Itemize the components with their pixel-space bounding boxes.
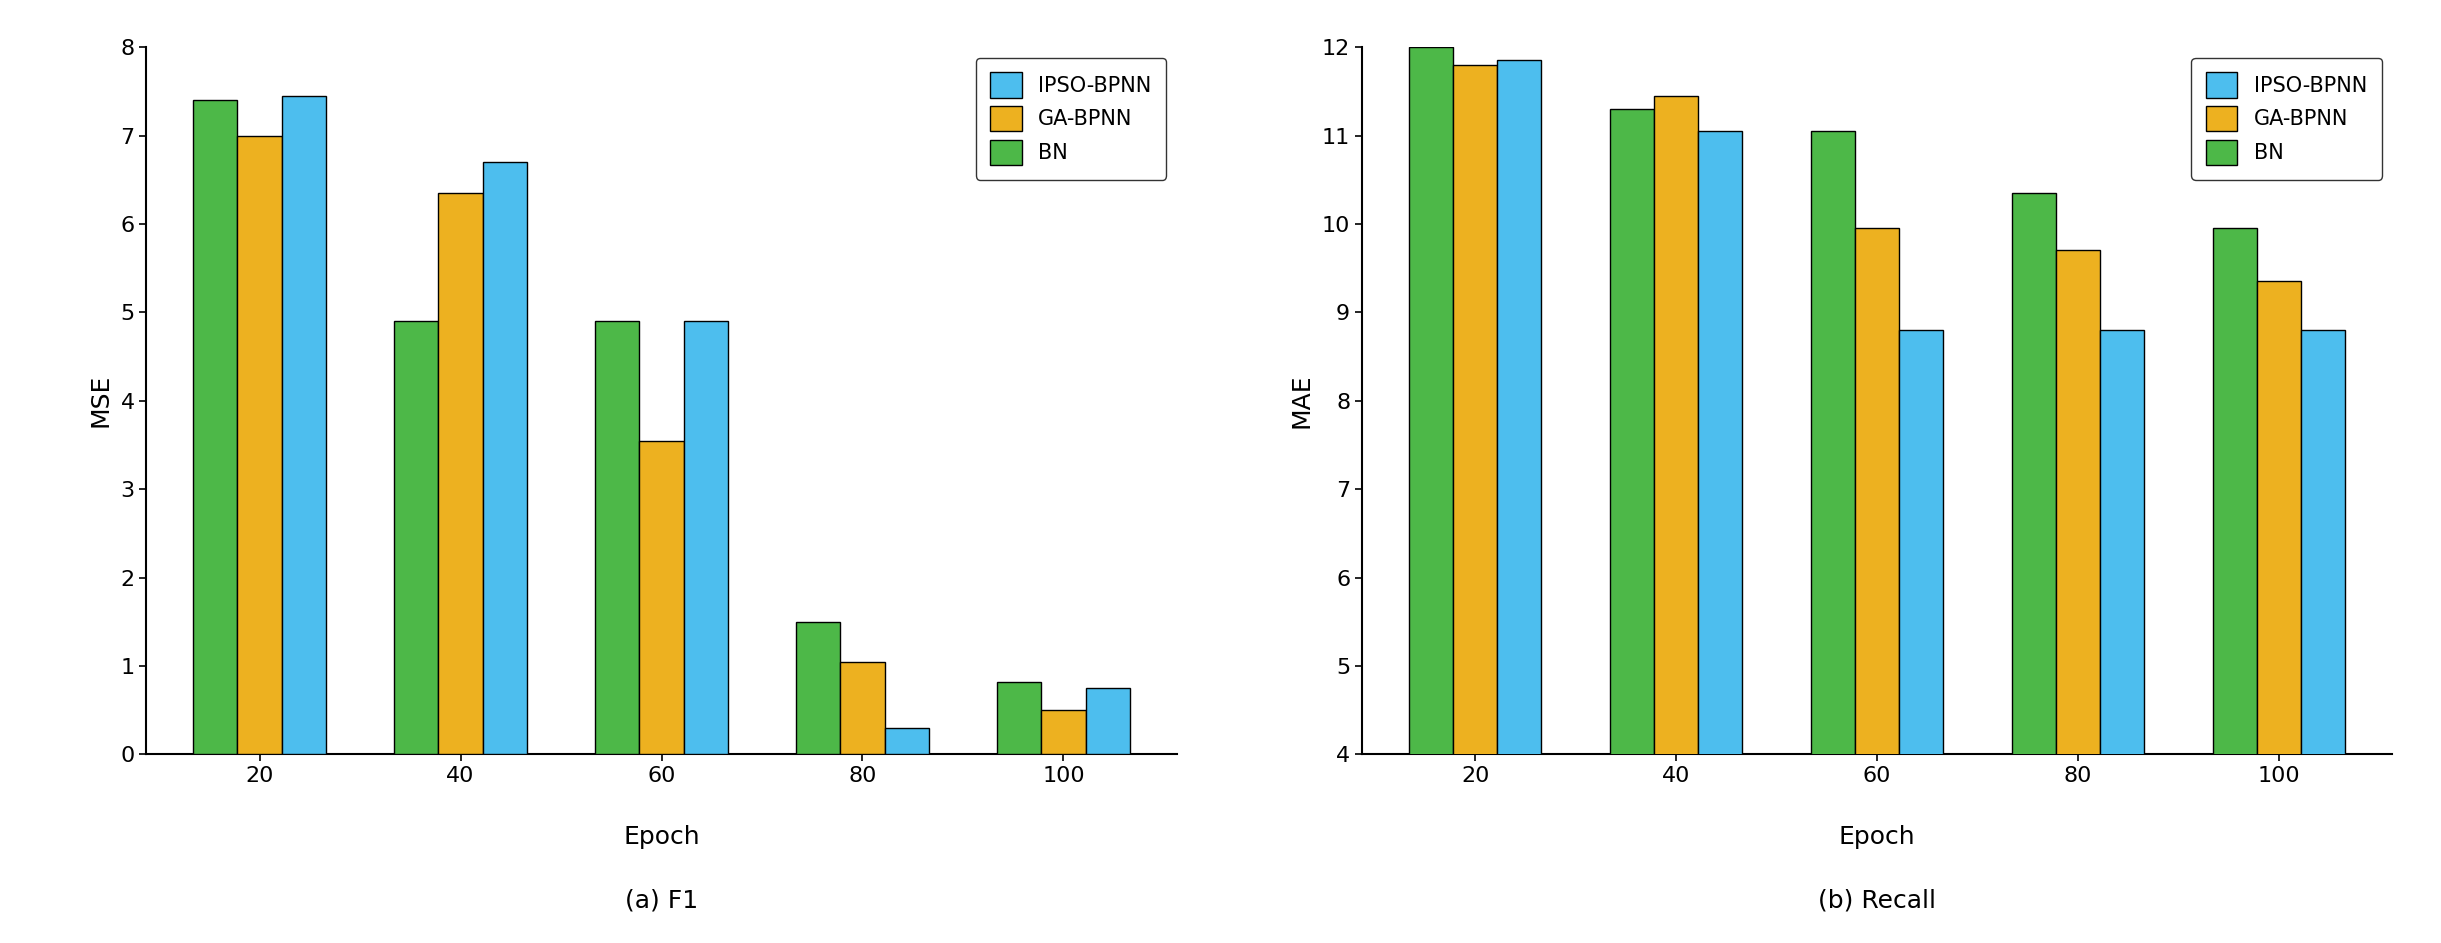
Bar — [683, 322, 727, 754]
Bar — [1609, 109, 1655, 943]
Y-axis label: MAE: MAE — [1289, 373, 1313, 428]
Bar — [640, 440, 683, 754]
Bar — [1408, 47, 1452, 943]
Text: (b) Recall: (b) Recall — [1819, 888, 1936, 913]
Bar — [237, 136, 281, 754]
Bar — [1496, 60, 1543, 943]
Bar — [1086, 688, 1130, 754]
Bar — [1655, 96, 1699, 943]
Bar — [1699, 131, 1743, 943]
Legend: IPSO-BPNN, GA-BPNN, BN: IPSO-BPNN, GA-BPNN, BN — [2192, 58, 2382, 180]
Bar — [2302, 330, 2346, 943]
Bar — [2258, 281, 2302, 943]
Bar — [483, 162, 527, 754]
Bar — [1042, 710, 1086, 754]
Bar — [1855, 228, 1899, 943]
Bar — [1452, 65, 1496, 943]
Text: Epoch: Epoch — [1838, 825, 1916, 849]
Text: (a) F1: (a) F1 — [625, 888, 698, 913]
Bar — [281, 96, 327, 754]
Text: Epoch: Epoch — [622, 825, 701, 849]
Bar — [1811, 131, 1855, 943]
Bar — [2011, 193, 2055, 943]
Bar — [193, 100, 237, 754]
Bar — [796, 621, 840, 754]
Bar — [395, 322, 439, 754]
Bar — [884, 728, 930, 754]
Bar — [2212, 228, 2258, 943]
Bar — [840, 662, 884, 754]
Bar — [996, 682, 1042, 754]
Bar — [1899, 330, 1943, 943]
Bar — [2099, 330, 2143, 943]
Bar — [2055, 251, 2099, 943]
Y-axis label: MSE: MSE — [88, 374, 112, 427]
Legend: IPSO-BPNN, GA-BPNN, BN: IPSO-BPNN, GA-BPNN, BN — [976, 58, 1167, 180]
Bar — [439, 193, 483, 754]
Bar — [596, 322, 640, 754]
